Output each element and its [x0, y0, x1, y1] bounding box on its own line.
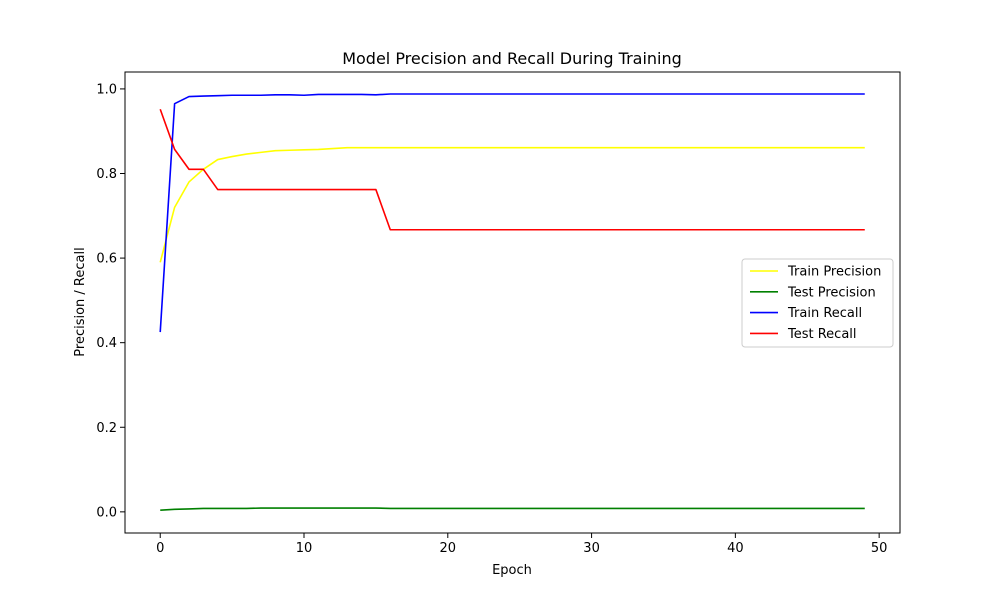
x-tick-label: 10 [296, 541, 313, 556]
plot-frame [124, 71, 901, 534]
legend-label-train-recall: Train Recall [787, 306, 862, 321]
legend-label-test-recall: Test Recall [787, 327, 857, 342]
plot-area [124, 71, 901, 534]
legend-box [741, 258, 894, 348]
y-tick-label: 0.0 [96, 505, 117, 520]
series-lines [159, 93, 865, 511]
x-axis-label: Epoch [492, 563, 532, 578]
x-tick-label: 0 [156, 541, 164, 556]
series-line-train-precision [159, 146, 865, 263]
x-axis: 0 10 20 30 40 50 [156, 533, 887, 556]
y-axis: 0.0 0.2 0.4 0.6 0.8 1.0 [96, 82, 125, 520]
y-tick-label: 0.8 [96, 167, 117, 182]
series-line-test-precision [160, 507, 865, 511]
series-line-train-recall [159, 93, 865, 333]
x-tick-label: 30 [583, 541, 600, 556]
legend-label-test-precision: Test Precision [787, 285, 876, 300]
x-tick-label: 50 [871, 541, 888, 556]
y-tick-label: 0.4 [96, 336, 117, 351]
legend-items: Train Precision Test Precision Train Recal… [750, 265, 881, 342]
legend-label-train-precision: Train Precision [787, 265, 881, 280]
x-tick-label: 40 [727, 541, 744, 556]
series-line-test-recall [159, 108, 865, 231]
chart-title: Model Precision and Recall During Traini… [342, 49, 682, 68]
y-tick-label: 0.2 [96, 421, 117, 436]
x-tick-label: 20 [440, 541, 457, 556]
y-tick-label: 1.0 [96, 82, 117, 97]
legend: Train Precision Test Precision Train Recal… [741, 258, 894, 348]
y-tick-label: 0.6 [96, 252, 117, 267]
y-axis-label: Precision / Recall [73, 247, 88, 356]
